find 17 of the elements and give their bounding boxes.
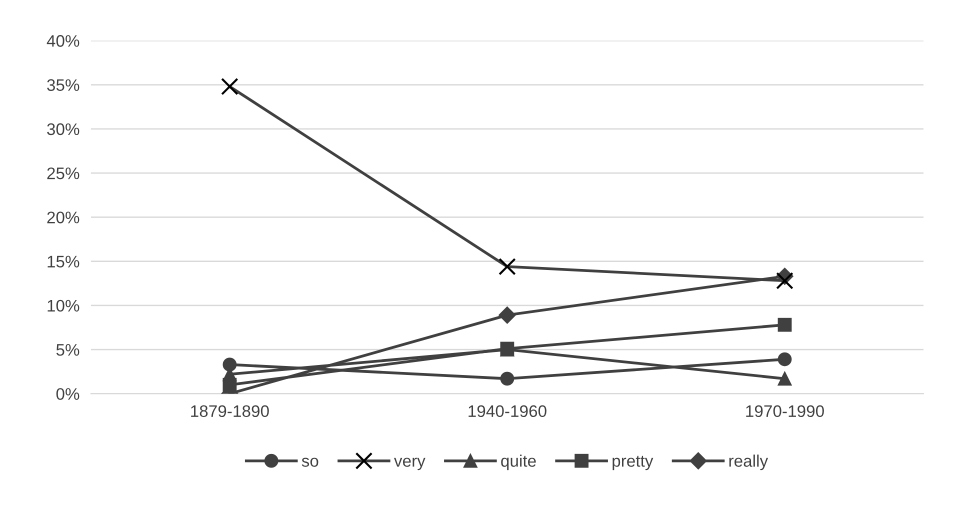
legend-label: so <box>302 458 318 467</box>
y-tick-label: 40% <box>46 35 80 47</box>
legend-label: pretty <box>612 456 654 470</box>
y-tick-label: 10% <box>48 300 80 312</box>
x-tick-label: 1940-1960 <box>468 405 546 418</box>
y-tick-label: 0% <box>56 388 80 400</box>
legend-label: very <box>394 458 426 470</box>
x-tick-label: 1970-1990 <box>746 405 824 418</box>
y-tick-label: 5% <box>56 344 80 356</box>
legend-label: really <box>729 454 768 470</box>
y-tick-label: 20% <box>47 212 80 224</box>
x-tick-label: 1879-1890 <box>191 405 269 418</box>
y-tick-label: 15% <box>48 256 80 268</box>
y-tick-label: 25% <box>47 167 80 180</box>
y-tick-label: 35% <box>47 79 80 91</box>
legend-label: quite <box>501 454 536 470</box>
y-tick-label: 30% <box>47 123 80 136</box>
